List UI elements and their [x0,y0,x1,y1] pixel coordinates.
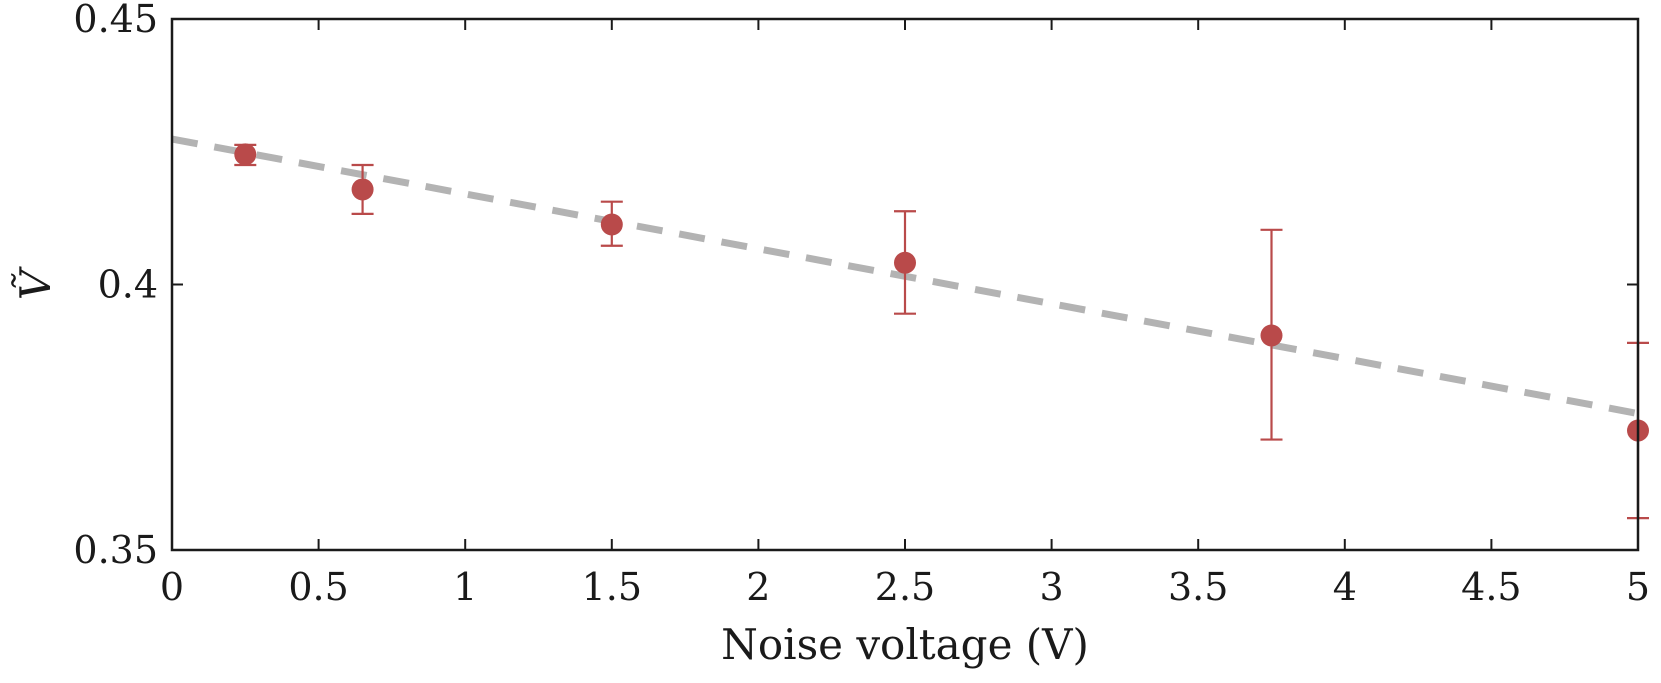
data-point [234,143,257,166]
x-tick-label: 4 [1333,565,1357,609]
x-tick-label: 0.5 [288,565,348,609]
x-tick-label: 0 [160,565,184,609]
x-tick-labels: 0 0.5 1 1.5 2 2.5 3 3.5 4 4.5 5 [160,565,1650,609]
x-tick-label: 4.5 [1461,565,1521,609]
y-axis-title: Ṽ [10,266,60,300]
x-axis-title: Noise voltage (V) [721,620,1089,669]
x-tick-label: 2 [746,565,770,609]
errorbar-layer [234,143,1649,520]
x-tick-label: 1 [453,565,477,609]
data-point [600,213,623,236]
data-point [894,251,916,274]
x-tick-label: 5 [1626,565,1650,609]
data-point [351,178,374,201]
y-tick-labels: 0.35 0.4 0.45 [73,0,158,572]
y-tick-label: 0.35 [73,528,158,572]
x-tick-label: 1.5 [582,565,642,609]
y-tick-label: 0.45 [73,0,158,41]
x-tick-label: 3.5 [1168,565,1228,609]
data-point [1260,324,1283,347]
points-layer [234,143,1649,442]
y-tick-label: 0.4 [98,263,158,307]
x-tick-label: 2.5 [875,565,935,609]
ticks-layer [171,18,1639,551]
x-tick-label: 3 [1040,565,1064,609]
